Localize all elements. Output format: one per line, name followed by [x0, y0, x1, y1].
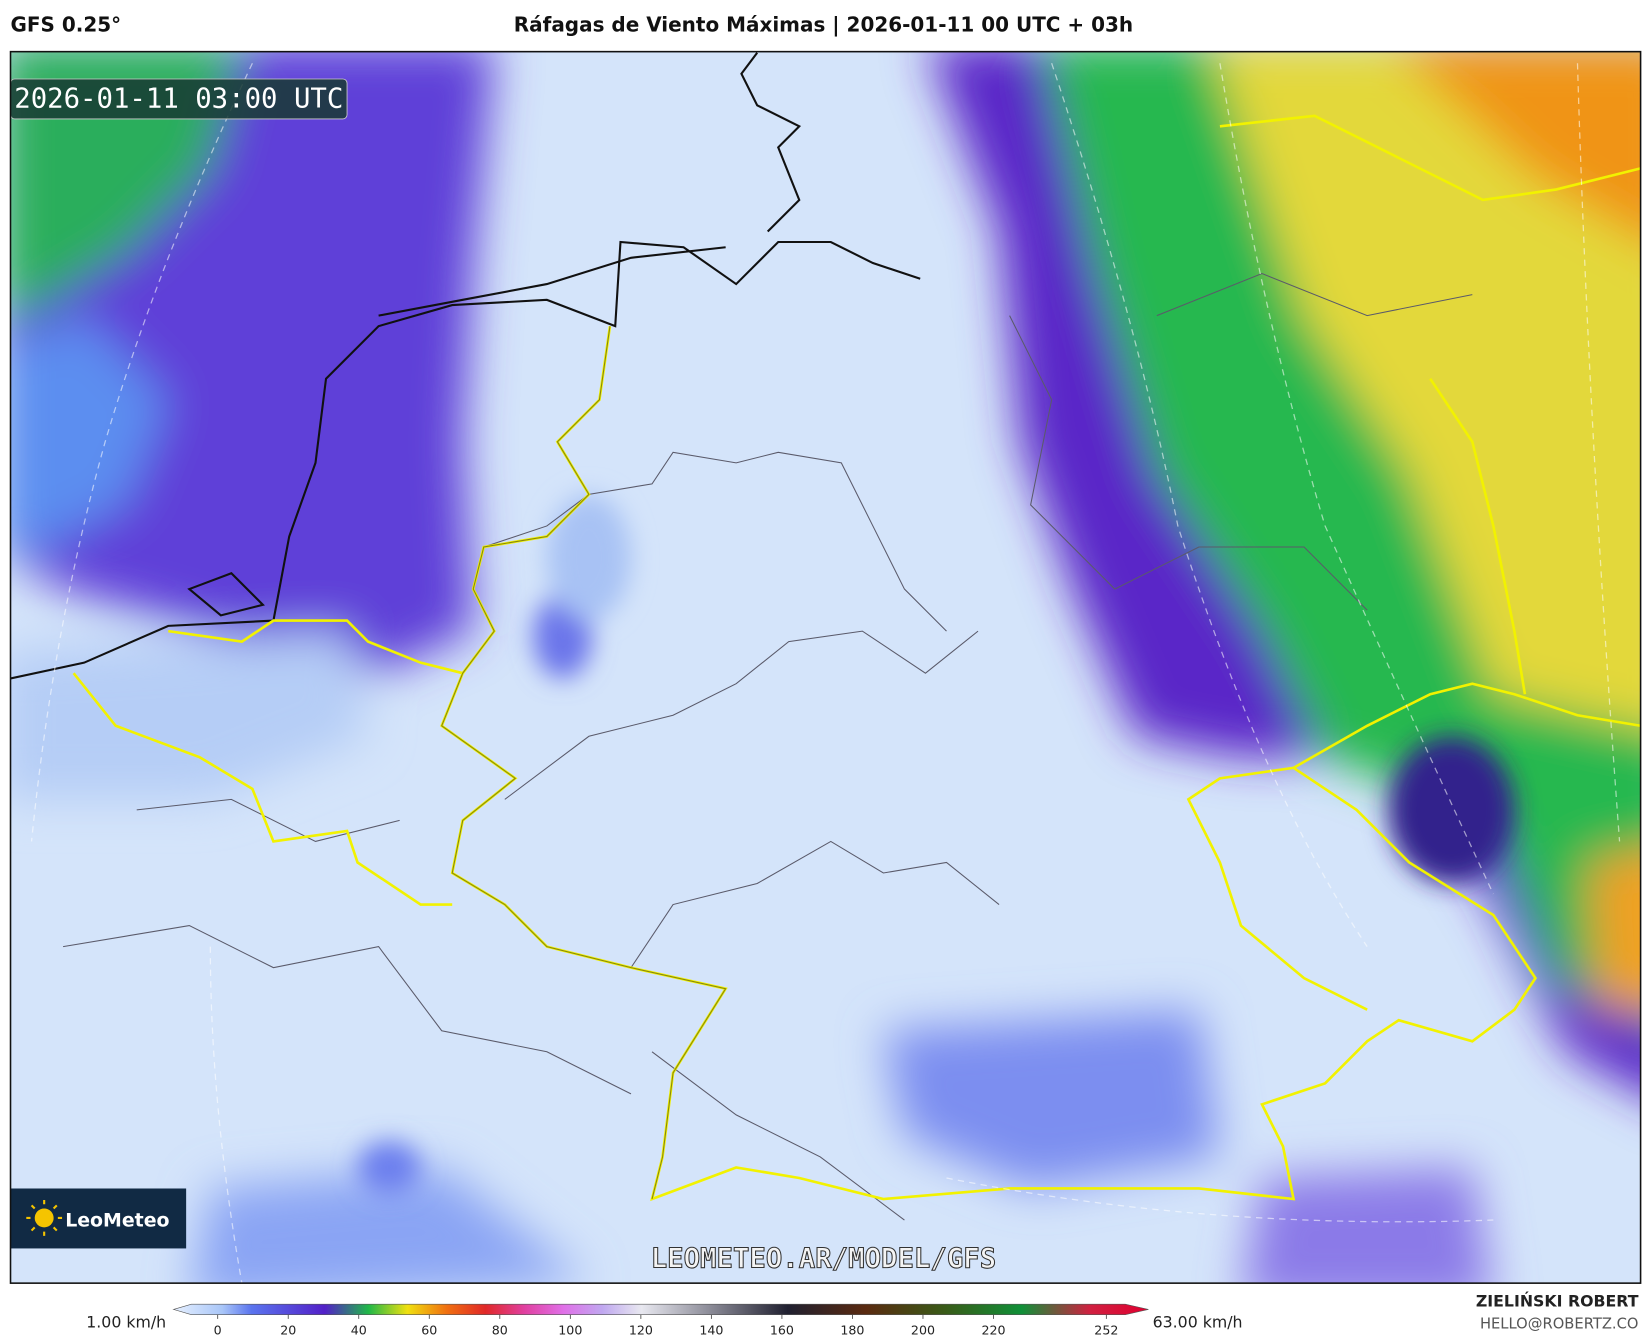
- timestamp-box: [10, 78, 348, 120]
- colorbar-tick-label: 100: [558, 1323, 582, 1338]
- logo-text: LeoMeteo: [65, 1209, 169, 1231]
- colorbar-tick-label: 200: [911, 1323, 935, 1338]
- logo-sun: [34, 1208, 54, 1228]
- colorbar-tick-label: 120: [629, 1323, 653, 1338]
- colorbar-tick-label: 160: [770, 1323, 794, 1338]
- isobars: [30, 62, 1621, 1284]
- email: HELLO@ROBERTZ.CO: [1480, 1315, 1639, 1332]
- author: ZIELIŃSKI ROBERT: [1476, 1291, 1639, 1310]
- colorbar-tick-label: 220: [981, 1323, 1005, 1338]
- watermark: LEOMETEO.AR/MODEL/GFS: [651, 1243, 997, 1274]
- colorbar-max-label: 63.00 km/h: [1153, 1312, 1243, 1331]
- colorbar-min-label: 1.00 km/h: [86, 1312, 166, 1331]
- colorbar-tick-label: 20: [280, 1323, 296, 1338]
- colorbar: 1.00 km/h 63.00 km/h 0 20 40 60 80 100 120 140 1…: [86, 1303, 1243, 1338]
- map-title: Ráfagas de Viento Máximas | 2026-01-11 0…: [514, 13, 1133, 37]
- model-label: GFS 0.25°: [11, 13, 122, 37]
- coastline: [10, 52, 921, 680]
- logo-rays: [26, 1200, 63, 1236]
- colorbar-strip: [172, 1303, 1149, 1316]
- colorbar-tick-label: 0: [214, 1323, 222, 1338]
- wind-field-detail: [357, 494, 1515, 1194]
- colorbar-tick-label: 80: [492, 1323, 508, 1338]
- colorbar-tick-label: 140: [699, 1323, 723, 1338]
- admin-borders: [63, 272, 1473, 1221]
- country-border-outline: [441, 326, 727, 1200]
- colorbar-tick-label: 180: [840, 1323, 864, 1338]
- colorbar-tick-label: 40: [351, 1323, 367, 1338]
- colorbar-tick-label: 252: [1094, 1323, 1118, 1338]
- map-frame: [9, 50, 1642, 1284]
- map: 2026-01-11 03:00 UTC LeoMeteo LEOMETEO.A…: [10, 51, 1641, 1284]
- timestamp: 2026-01-11 03:00 UTC: [14, 83, 343, 114]
- colorbar-tick-label: 60: [421, 1323, 437, 1338]
